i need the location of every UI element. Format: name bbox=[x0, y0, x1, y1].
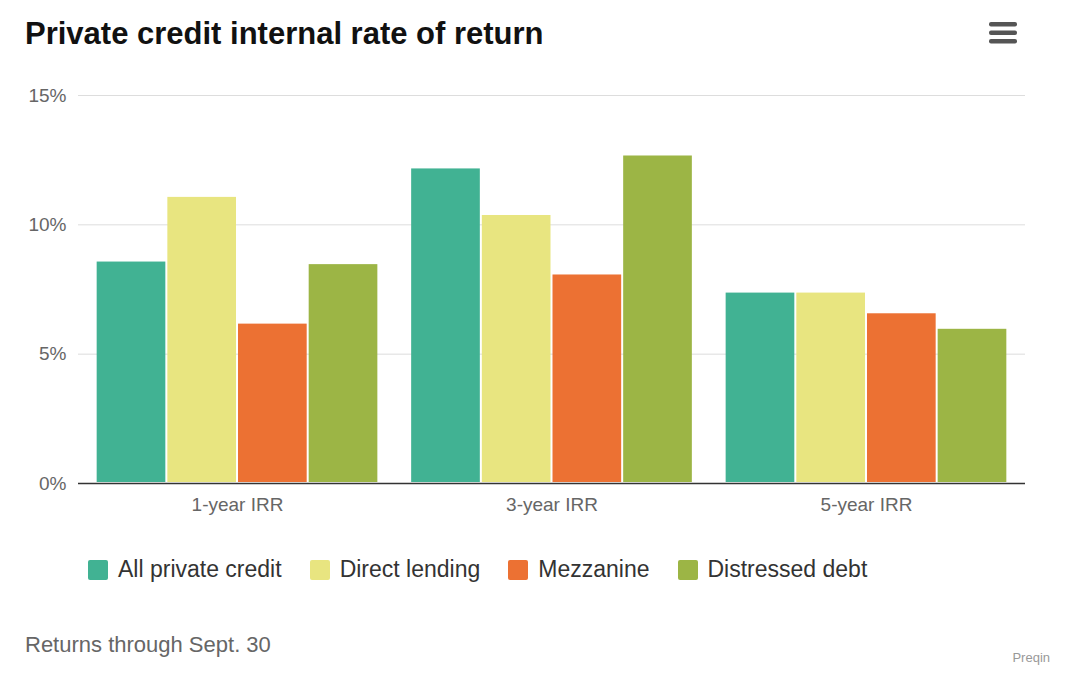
svg-text:5-year IRR: 5-year IRR bbox=[821, 494, 913, 515]
html-text:Returns through Sept. 30: Returns through Sept. 30 bbox=[25, 632, 271, 657]
svg-text:5%: 5% bbox=[39, 343, 67, 364]
html-text:Mezzanine: Mezzanine bbox=[538, 556, 650, 582]
svg-text:3-year IRR: 3-year IRR bbox=[506, 494, 598, 515]
html-text:Direct lending: Direct lending bbox=[339, 556, 481, 582]
html-text:Private credit internal rate o: Private credit internal rate of return bbox=[25, 16, 544, 51]
svg-text:1-year IRR: 1-year IRR bbox=[192, 494, 284, 515]
html-text:All private credit: All private credit bbox=[118, 556, 282, 582]
svg-text:15%: 15% bbox=[28, 85, 66, 106]
html-text:Distressed debt: Distressed debt bbox=[707, 556, 868, 582]
svg-text:0%: 0% bbox=[39, 473, 67, 494]
html-text:Preqin: Preqin bbox=[1012, 650, 1050, 665]
svg-text:10%: 10% bbox=[28, 214, 66, 235]
